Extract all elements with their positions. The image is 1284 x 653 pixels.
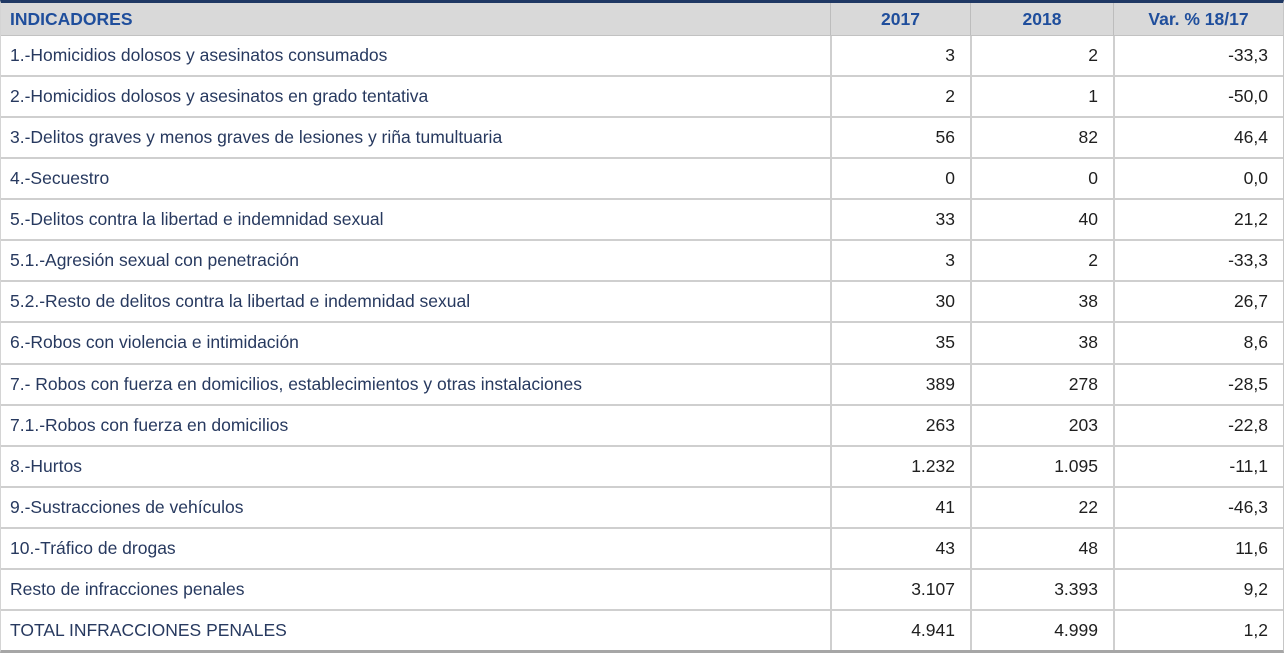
value-cell-2018: 0 (970, 159, 1113, 199)
value-cell-2018: 203 (970, 405, 1113, 445)
value-cell-2018: 38 (970, 323, 1113, 363)
value-cell-var-pct: -46,3 (1113, 487, 1283, 527)
value-cell-var-pct: -33,3 (1113, 241, 1283, 281)
table-row: 1.-Homicidios dolosos y asesinatos consu… (1, 36, 1283, 76)
row-label-cell: 6.-Robos con violencia e intimidación (10, 332, 299, 353)
table-row: 5.-Delitos contra la libertad e indemnid… (1, 198, 1283, 240)
table-row: 4.-Secuestro 0 0 0,0 (1, 157, 1283, 199)
value-cell-2017: 41 (830, 487, 970, 527)
value-cell-var-pct: 1,2 (1113, 610, 1283, 650)
value-cell-2017: 3 (830, 36, 970, 76)
value-cell-var-pct: -33,3 (1113, 36, 1283, 76)
value-cell-2017: 35 (830, 323, 970, 363)
row-label-cell: 1.-Homicidios dolosos y asesinatos consu… (10, 45, 388, 66)
value-cell-var-pct: 11,6 (1113, 528, 1283, 568)
value-cell-2017: 263 (830, 405, 970, 445)
row-label-cell: 7.- Robos con fuerza en domicilios, esta… (10, 373, 582, 394)
table-row: 7.- Robos con fuerza en domicilios, esta… (1, 362, 1283, 404)
value-cell-var-pct: 9,2 (1113, 569, 1283, 609)
row-label-cell: 5.2.-Resto de delitos contra la libertad… (10, 291, 471, 312)
value-cell-var-pct: -22,8 (1113, 405, 1283, 445)
row-label-cell: Resto de infracciones penales (10, 578, 245, 599)
row-label-cell: 3.-Delitos graves y menos graves de lesi… (10, 127, 503, 148)
column-header-var-pct: Var. % 18/17 (1113, 3, 1283, 35)
value-cell-2017: 56 (830, 118, 970, 158)
column-header-2018: 2018 (970, 3, 1113, 35)
value-cell-var-pct: 46,4 (1113, 118, 1283, 158)
value-cell-2017: 30 (830, 282, 970, 322)
table-row: Resto de infracciones penales 3.107 3.393 9… (1, 567, 1283, 609)
row-label-cell: TOTAL INFRACCIONES PENALES (10, 619, 287, 640)
value-cell-2017: 3.107 (830, 569, 970, 609)
column-header-2017: 2017 (830, 3, 970, 35)
row-label-cell: 5.1.-Agresión sexual con penetración (10, 250, 299, 271)
table-row: 2.-Homicidios dolosos y asesinatos en gr… (1, 75, 1283, 117)
value-cell-2018: 1.095 (970, 446, 1113, 486)
table-row: 5.1.-Agresión sexual con penetración 3 2 -3… (1, 239, 1283, 281)
table-header-row: INDICADORES 2017 2018 Var. % 18/17 (1, 3, 1283, 36)
table-row: TOTAL INFRACCIONES PENALES 4.941 4.999 1,2 (1, 608, 1283, 650)
value-cell-2017: 4.941 (830, 610, 970, 650)
table-row: 6.-Robos con violencia e intimidación 35 3… (1, 321, 1283, 363)
value-cell-var-pct: 26,7 (1113, 282, 1283, 322)
value-cell-2018: 2 (970, 36, 1113, 76)
value-cell-var-pct: 0,0 (1113, 159, 1283, 199)
value-cell-2018: 82 (970, 118, 1113, 158)
value-cell-2017: 3 (830, 241, 970, 281)
value-cell-2017: 389 (830, 364, 970, 404)
value-cell-2017: 33 (830, 200, 970, 240)
value-cell-var-pct: 8,6 (1113, 323, 1283, 363)
row-label-cell: 2.-Homicidios dolosos y asesinatos en gr… (10, 86, 429, 107)
row-label-cell: 7.1.-Robos con fuerza en domicilios (10, 414, 289, 435)
row-label-cell: 9.-Sustracciones de vehículos (10, 496, 244, 517)
value-cell-2017: 43 (830, 528, 970, 568)
table-row: 5.2.-Resto de delitos contra la libertad… (1, 280, 1283, 322)
value-cell-2018: 22 (970, 487, 1113, 527)
value-cell-2018: 40 (970, 200, 1113, 240)
table-row: 10.-Tráfico de drogas 43 48 11,6 (1, 526, 1283, 568)
table-row: 3.-Delitos graves y menos graves de lesi… (1, 116, 1283, 158)
row-label-cell: 5.-Delitos contra la libertad e indemnid… (10, 209, 384, 230)
value-cell-2018: 1 (970, 77, 1113, 117)
table-row: 8.-Hurtos 1.232 1.095 -11,1 (1, 444, 1283, 486)
value-cell-2017: 1.232 (830, 446, 970, 486)
value-cell-var-pct: 21,2 (1113, 200, 1283, 240)
value-cell-var-pct: -28,5 (1113, 364, 1283, 404)
value-cell-2017: 2 (830, 77, 970, 117)
value-cell-2018: 4.999 (970, 610, 1113, 650)
row-label-cell: 4.-Secuestro (10, 168, 110, 189)
table-row: 7.1.-Robos con fuerza en domicilios 263 20… (1, 403, 1283, 445)
column-header-indicadores: INDICADORES (10, 8, 133, 29)
value-cell-2018: 48 (970, 528, 1113, 568)
table-row: 9.-Sustracciones de vehículos 41 22 -46,3 (1, 485, 1283, 527)
table-body: 1.-Homicidios dolosos y asesinatos consu… (1, 36, 1283, 650)
value-cell-2018: 38 (970, 282, 1113, 322)
value-cell-2018: 278 (970, 364, 1113, 404)
row-label-cell: 8.-Hurtos (10, 455, 82, 476)
value-cell-2018: 3.393 (970, 569, 1113, 609)
value-cell-2017: 0 (830, 159, 970, 199)
value-cell-var-pct: -11,1 (1113, 446, 1283, 486)
value-cell-var-pct: -50,0 (1113, 77, 1283, 117)
row-label-cell: 10.-Tráfico de drogas (10, 537, 176, 558)
value-cell-2018: 2 (970, 241, 1113, 281)
